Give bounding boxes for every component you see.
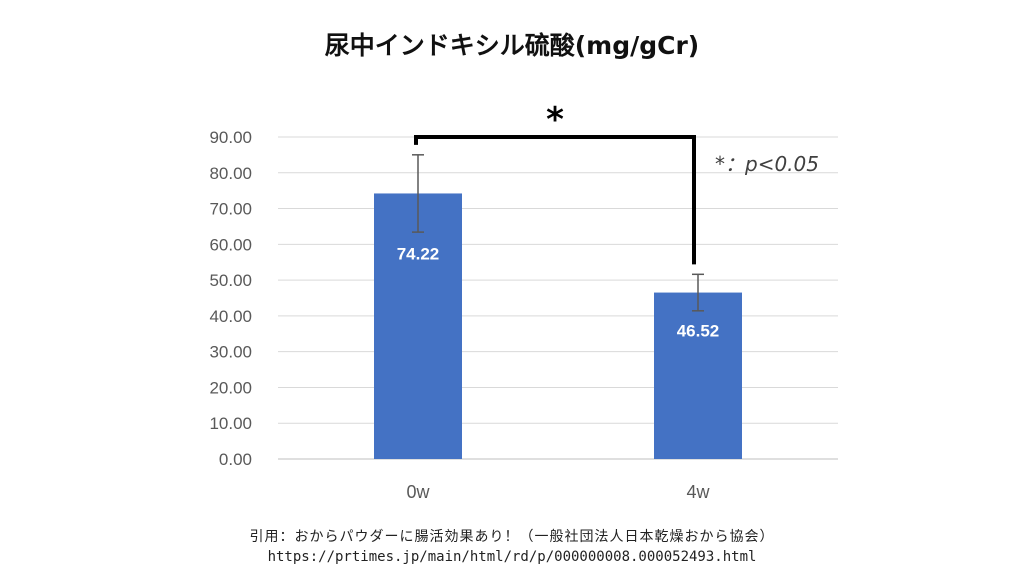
y-tick-label: 20.00 — [209, 378, 252, 397]
y-tick-label: 0.00 — [219, 450, 252, 469]
x-axis-ticks: 0w 4w — [406, 482, 710, 502]
x-tick-label: 4w — [686, 482, 710, 502]
y-tick-label: 30.00 — [209, 343, 252, 362]
data-labels: 74.22 46.52 — [397, 244, 720, 340]
x-tick-label: 0w — [406, 482, 430, 502]
significance-bracket: * *：p<0.05 — [414, 100, 819, 265]
citation-url[interactable]: https://prtimes.jp/main/html/rd/p/000000… — [267, 549, 757, 565]
error-bars — [412, 154, 704, 312]
y-axis-ticks: 0.00 10.00 20.00 30.00 40.00 50.00 60.00 70.00 8… — [209, 128, 252, 469]
y-tick-label: 90.00 — [209, 128, 252, 147]
data-label: 46.52 — [677, 322, 720, 341]
bar — [374, 193, 462, 459]
y-tick-label: 10.00 — [209, 414, 252, 433]
bar — [654, 292, 742, 459]
significance-star: * — [546, 100, 564, 140]
data-label: 74.22 — [397, 244, 440, 263]
significance-note: *：p<0.05 — [715, 152, 819, 176]
y-tick-label: 80.00 — [209, 164, 252, 183]
y-tick-label: 70.00 — [209, 200, 252, 219]
significance-line — [414, 135, 696, 265]
bars — [374, 193, 742, 459]
y-tick-label: 60.00 — [209, 235, 252, 254]
y-tick-label: 40.00 — [209, 307, 252, 326]
gridlines — [278, 136, 838, 460]
chart-title: 尿中インドキシル硫酸(mg/gCr) — [324, 31, 700, 60]
y-tick-label: 50.00 — [209, 271, 252, 290]
citation-source: 引用：おからパウダーに腸活効果あり！（一般社団法人日本乾燥おから協会） — [249, 529, 775, 545]
